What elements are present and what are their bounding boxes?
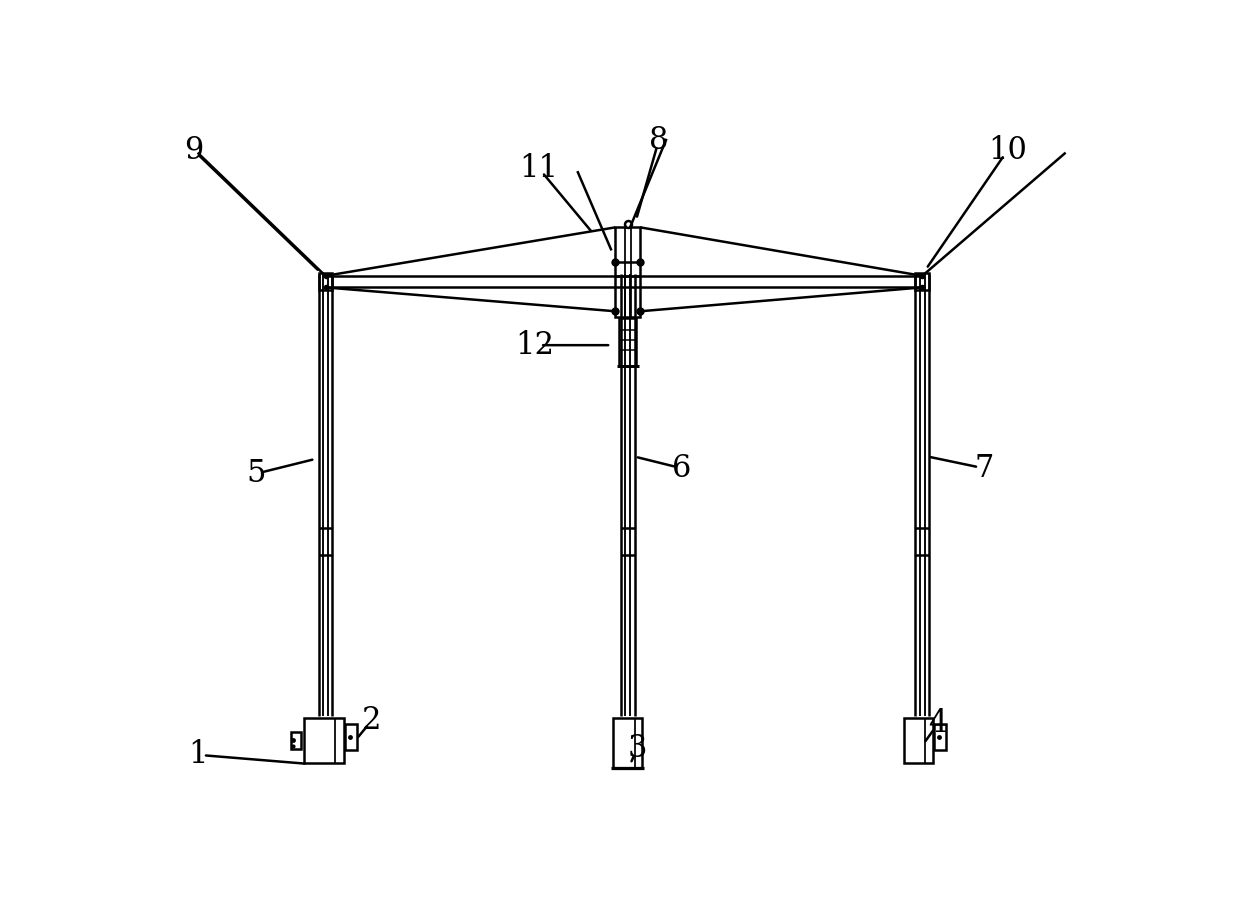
Bar	[613, 718, 642, 768]
Bar	[619, 319, 636, 366]
Bar	[345, 724, 357, 751]
Text: 6: 6	[672, 453, 692, 484]
Text: 1: 1	[188, 739, 207, 770]
Bar	[904, 718, 934, 762]
Text: 2: 2	[362, 705, 382, 735]
Bar	[915, 273, 929, 291]
Bar	[615, 228, 640, 318]
Text: 12: 12	[516, 329, 554, 361]
Text: 8: 8	[649, 125, 668, 156]
Bar	[934, 724, 945, 751]
Text: 4: 4	[928, 708, 947, 740]
Text: 5: 5	[246, 458, 265, 490]
Bar	[319, 273, 332, 291]
Bar	[290, 732, 301, 749]
Text: 11: 11	[520, 153, 558, 184]
Text: 10: 10	[988, 135, 1027, 166]
Text: 3: 3	[627, 734, 647, 764]
Text: 9: 9	[184, 135, 203, 166]
Text: 7: 7	[975, 453, 994, 484]
Bar	[304, 718, 345, 762]
